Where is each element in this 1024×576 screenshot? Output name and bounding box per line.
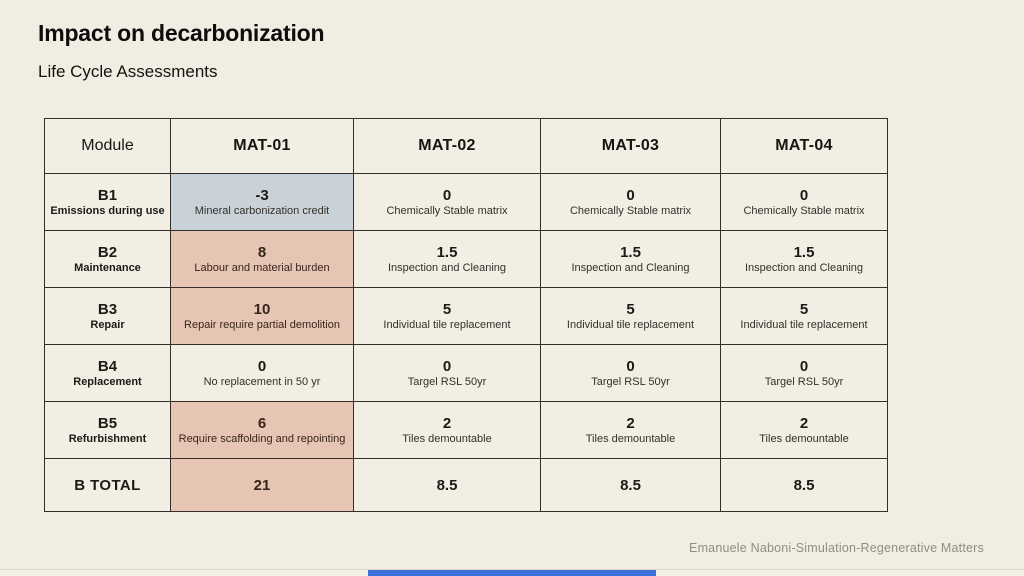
table-row-b2: B2 Maintenance 8 Labour and material burden… (44, 230, 888, 288)
cell-b4-mat-02: 0 Targel RSL 50yr (353, 344, 541, 402)
cell-b2-mat-04: 1.5 Inspection and Cleaning (720, 230, 888, 288)
cell-b4-mat-03: 0 Targel RSL 50yr (540, 344, 721, 402)
table-header-row: Module MAT-01 MAT-02 MAT-03 MAT-04 (44, 118, 888, 174)
footer-credit: Emanuele Naboni-Simulation-Regenerative … (689, 541, 984, 555)
cell-b4-mat-04: 0 Targel RSL 50yr (720, 344, 888, 402)
module-cell-b1: B1 Emissions during use (44, 173, 171, 231)
cell-b3-mat-04: 5 Individual tile replacement (720, 287, 888, 345)
column-header-mat-01: MAT-01 (170, 118, 354, 174)
cell-b2-mat-01: 8 Labour and material burden (170, 230, 354, 288)
cell-b3-mat-03: 5 Individual tile replacement (540, 287, 721, 345)
cell-b4-mat-01: 0 No replacement in 50 yr (170, 344, 354, 402)
cell-b1-mat-04: 0 Chemically Stable matrix (720, 173, 888, 231)
cell-b3-mat-01: 10 Repair require partial demolition (170, 287, 354, 345)
video-progress-bar[interactable] (368, 570, 656, 576)
module-cell-b5: B5 Refurbishment (44, 401, 171, 459)
cell-b1-mat-02: 0 Chemically Stable matrix (353, 173, 541, 231)
column-header-mat-04: MAT-04 (720, 118, 888, 174)
module-cell-b4: B4 Replacement (44, 344, 171, 402)
table-row-b5: B5 Refurbishment 6 Require scaffolding and … (44, 401, 888, 459)
cell-b-total-mat-01: 21 (170, 458, 354, 512)
table-row-b4: B4 Replacement 0 No replacement in 50 yr 0 Ta… (44, 344, 888, 402)
column-header-mat-03: MAT-03 (540, 118, 721, 174)
cell-b5-mat-03: 2 Tiles demountable (540, 401, 721, 459)
cell-b1-mat-03: 0 Chemically Stable matrix (540, 173, 721, 231)
module-cell-b2: B2 Maintenance (44, 230, 171, 288)
cell-b3-mat-02: 5 Individual tile replacement (353, 287, 541, 345)
cell-b2-mat-03: 1.5 Inspection and Cleaning (540, 230, 721, 288)
cell-b-total-mat-04: 8.5 (720, 458, 888, 512)
page-title: Impact on decarbonization (38, 20, 325, 46)
cell-b-total-mat-02: 8.5 (353, 458, 541, 512)
table-row-b1: B1 Emissions during use -3 Mineral carboniz… (44, 173, 888, 231)
column-header-mat-02: MAT-02 (353, 118, 541, 174)
module-cell-b3: B3 Repair (44, 287, 171, 345)
column-header-module: Module (44, 118, 171, 174)
module-cell-b-total: B TOTAL (44, 458, 171, 512)
cell-b5-mat-01: 6 Require scaffolding and repointing (170, 401, 354, 459)
cell-b-total-mat-03: 8.5 (540, 458, 721, 512)
cell-b2-mat-02: 1.5 Inspection and Cleaning (353, 230, 541, 288)
lca-table: Module MAT-01 MAT-02 MAT-03 MAT-04 B1 Emi… (44, 118, 888, 512)
cell-b1-mat-01: -3 Mineral carbonization credit (170, 173, 354, 231)
cell-b5-mat-04: 2 Tiles demountable (720, 401, 888, 459)
table-row-b-total: B TOTAL 21 8.5 8.5 8.5 (44, 458, 888, 512)
table-row-b3: B3 Repair 10 Repair require partial demolit… (44, 287, 888, 345)
cell-b5-mat-02: 2 Tiles demountable (353, 401, 541, 459)
page-subtitle: Life Cycle Assessments (38, 62, 218, 81)
